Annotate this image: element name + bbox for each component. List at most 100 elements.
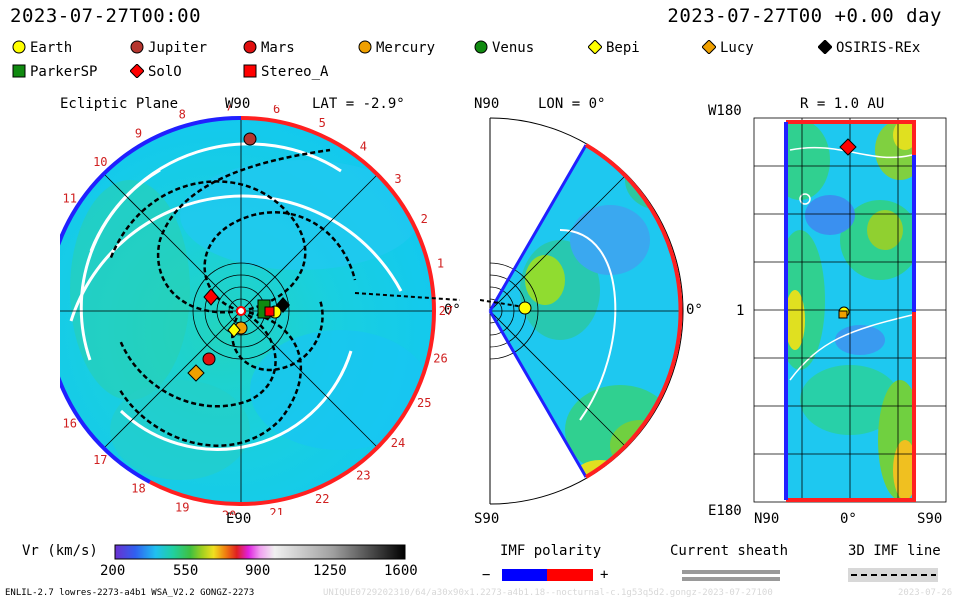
legend-item-jupiter: Jupiter <box>130 40 207 56</box>
radial-top-left-label: W180 <box>708 103 742 119</box>
colorbar-tick-1600: 1600 <box>384 563 418 579</box>
diamond-icon <box>817 39 833 55</box>
marker-stereo-a <box>264 306 275 317</box>
legend-label: Stereo_A <box>261 64 329 80</box>
carrington-tick-3: 3 <box>394 172 401 186</box>
carrington-tick-23: 23 <box>356 468 370 482</box>
sun-marker <box>236 306 246 316</box>
ecliptic-right-label: 0° <box>444 302 461 318</box>
circle-icon <box>130 40 144 54</box>
current-sheath-line-1 <box>682 570 780 574</box>
carrington-tick-20: 20 <box>222 509 236 515</box>
legend-item-osiris-rex: OSIRIS-REx <box>817 39 921 56</box>
carrington-tick-21: 21 <box>269 506 283 515</box>
imf-polarity-negative-swatch <box>502 569 547 581</box>
diamond-icon <box>587 39 603 55</box>
radial-mid-left-label: 1 <box>736 303 745 319</box>
imf-polarity-minus: − <box>482 567 491 583</box>
imf-line-sample <box>848 568 938 582</box>
circle-icon <box>243 40 257 54</box>
ecliptic-structure <box>69 142 430 480</box>
imf-polarity-title: IMF polarity <box>500 543 602 559</box>
legend-label: Jupiter <box>148 40 208 56</box>
legend-item-earth: Earth <box>12 40 72 56</box>
carrington-tick-17: 17 <box>93 453 107 467</box>
carrington-tick-25: 25 <box>417 396 431 410</box>
meridional-plane-plot <box>480 117 684 505</box>
meridional-rim <box>584 143 683 479</box>
header-left-time: 2023-07-27T00:00 <box>10 5 202 27</box>
radial-bottom-label-0: 0° <box>840 511 857 527</box>
legend-item-mercury: Mercury <box>358 40 435 56</box>
carrington-tick-5: 5 <box>319 116 326 130</box>
carrington-tick-18: 18 <box>131 482 145 496</box>
circle-icon <box>358 40 372 54</box>
meridional-right-label: 0° <box>686 302 703 318</box>
meridional-bottom-label: S90 <box>474 511 500 527</box>
legend-item-mars: Mars <box>243 40 295 56</box>
carrington-tick-6: 6 <box>273 105 280 116</box>
ecliptic-lat-label: LAT = -2.9° <box>312 96 405 112</box>
radial-title: R = 1.0 AU <box>800 96 885 112</box>
circle-icon <box>12 40 26 54</box>
carrington-tick-1: 1 <box>437 257 444 271</box>
carrington-tick-11: 11 <box>62 191 76 205</box>
legend-label: SolO <box>148 64 182 80</box>
radial-map-plot <box>753 117 947 503</box>
meridional-edge-south <box>488 310 588 478</box>
square-icon <box>243 64 257 78</box>
imf-polarity-plus: + <box>600 567 609 583</box>
carrington-tick-8: 8 <box>179 108 186 122</box>
colorbar-tick-550: 550 <box>173 563 199 579</box>
marker-lucy <box>187 364 205 382</box>
carrington-tick-24: 24 <box>391 436 405 450</box>
legend-label: Mercury <box>376 40 436 56</box>
ecliptic-rim-negative <box>60 115 242 484</box>
legend-label: Venus <box>492 40 535 56</box>
current-sheath-line-2 <box>682 577 780 581</box>
marker-solo <box>203 288 219 306</box>
radial-bottom-label-s: S90 <box>917 511 943 527</box>
square-icon <box>12 64 26 78</box>
colorbar-tick-1250: 1250 <box>313 563 347 579</box>
colorbar-tick-200: 200 <box>100 563 126 579</box>
ecliptic-imf-spirals <box>108 148 357 447</box>
footer-model: ENLIL-2.7 lowres-2273-a4b1 WSA_V2.2 GONG… <box>5 588 255 598</box>
radial-grid <box>753 117 947 503</box>
footer-date: 2023-07-26 <box>898 588 953 598</box>
legend-item-bepi: Bepi <box>587 39 640 56</box>
meridional-earth-marker <box>518 301 532 315</box>
carrington-tick-19: 19 <box>175 500 189 514</box>
carrington-tick-4: 4 <box>360 140 367 154</box>
carrington-tick-2: 2 <box>421 212 428 226</box>
carrington-ticks: 1234567891011121314151617181920212223242… <box>62 105 453 515</box>
carrington-tick-16: 16 <box>62 417 76 431</box>
legend-label: Bepi <box>606 40 640 56</box>
legend-label: Earth <box>30 40 73 56</box>
legend-label: Lucy <box>720 40 754 56</box>
footer-run-id: UNIQUE0729202310/64/a30x90x1.2273-a4b1.1… <box>323 588 773 598</box>
imf-polarity-positive-swatch <box>547 569 593 581</box>
current-sheath-title: Current sheath <box>670 543 789 559</box>
imf-line-title: 3D IMF line <box>848 543 941 559</box>
ecliptic-bottom-label: E90 <box>226 511 252 527</box>
diamond-icon <box>129 63 145 79</box>
carrington-tick-27: 27 <box>439 304 453 318</box>
radial-solo-marker <box>839 138 857 156</box>
carrington-tick-7: 7 <box>225 105 232 113</box>
radial-bottom-label-n: N90 <box>754 511 780 527</box>
legend-item-solo: SolO <box>129 63 182 80</box>
legend-item-venus: Venus <box>474 40 534 56</box>
colorbar <box>114 544 406 560</box>
marker-jupiter <box>243 132 257 146</box>
ecliptic-plane-plot: 1234567891011121314151617181920212223242… <box>60 105 460 515</box>
header-right-time: 2023-07-27T00 +0.00 day <box>667 5 942 27</box>
carrington-tick-26: 26 <box>433 351 447 365</box>
ecliptic-title: Ecliptic Plane <box>60 96 179 112</box>
radial-bottom-left-label: E180 <box>708 503 742 519</box>
legend-label: OSIRIS-REx <box>836 40 921 56</box>
ecliptic-rim-positive-2 <box>149 480 242 507</box>
marker-bepi <box>227 322 241 338</box>
meridional-top-label: N90 <box>474 96 500 112</box>
carrington-tick-9: 9 <box>135 127 142 141</box>
